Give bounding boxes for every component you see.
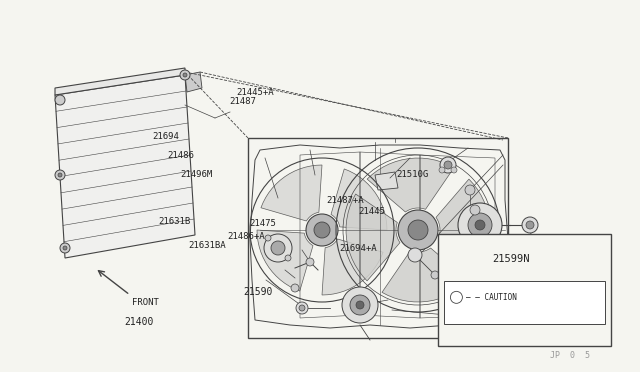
Circle shape <box>526 221 534 229</box>
Polygon shape <box>322 239 383 295</box>
Circle shape <box>285 255 291 261</box>
Circle shape <box>470 205 480 215</box>
Text: 21496M: 21496M <box>180 170 212 179</box>
Circle shape <box>444 161 452 169</box>
Circle shape <box>55 95 65 105</box>
Circle shape <box>451 167 457 173</box>
Circle shape <box>484 316 496 328</box>
Polygon shape <box>367 158 454 212</box>
Circle shape <box>58 173 62 177</box>
Text: 21486+A: 21486+A <box>227 232 265 241</box>
Circle shape <box>350 295 370 315</box>
Circle shape <box>398 210 438 250</box>
Polygon shape <box>55 75 195 258</box>
Text: 21475: 21475 <box>250 219 276 228</box>
Circle shape <box>431 271 439 279</box>
Polygon shape <box>331 169 387 230</box>
Text: JP  0  5: JP 0 5 <box>550 350 590 359</box>
Text: 21487+A: 21487+A <box>326 196 364 205</box>
Polygon shape <box>261 165 322 221</box>
Circle shape <box>183 73 187 77</box>
Polygon shape <box>185 72 202 92</box>
Circle shape <box>458 203 502 247</box>
Circle shape <box>63 246 67 250</box>
Circle shape <box>60 243 70 253</box>
Text: 21510G: 21510G <box>397 170 429 179</box>
Text: 21400: 21400 <box>125 317 154 327</box>
Circle shape <box>296 302 308 314</box>
Text: 21445: 21445 <box>358 207 385 216</box>
Text: 21694+A: 21694+A <box>339 244 377 253</box>
Circle shape <box>306 258 314 266</box>
Text: 21631B: 21631B <box>159 217 191 226</box>
Circle shape <box>342 287 378 323</box>
Text: 21445+A: 21445+A <box>237 88 275 97</box>
Circle shape <box>314 222 330 238</box>
Circle shape <box>468 213 492 237</box>
Bar <box>438 234 611 346</box>
Text: 21599N: 21599N <box>492 254 530 264</box>
Circle shape <box>440 157 456 173</box>
Circle shape <box>356 301 364 309</box>
Polygon shape <box>382 248 469 302</box>
Bar <box>248 138 508 338</box>
Circle shape <box>475 220 485 230</box>
Polygon shape <box>346 194 400 281</box>
Bar <box>444 281 605 324</box>
Circle shape <box>291 284 299 292</box>
Circle shape <box>408 248 422 262</box>
Polygon shape <box>375 172 398 190</box>
Circle shape <box>465 185 475 195</box>
Polygon shape <box>257 230 313 291</box>
Circle shape <box>522 217 538 233</box>
Polygon shape <box>436 179 490 266</box>
Circle shape <box>264 234 292 262</box>
Text: 21694: 21694 <box>152 132 179 141</box>
Text: 21631BA: 21631BA <box>189 241 227 250</box>
Text: FRONT: FRONT <box>132 298 159 307</box>
Polygon shape <box>55 68 185 95</box>
Text: 21590: 21590 <box>243 287 273 297</box>
Text: 21487: 21487 <box>229 97 256 106</box>
Circle shape <box>180 70 190 80</box>
Circle shape <box>439 167 445 173</box>
Circle shape <box>306 214 338 246</box>
Circle shape <box>55 170 65 180</box>
Circle shape <box>408 220 428 240</box>
Text: — — CAUTION: — — CAUTION <box>467 293 517 302</box>
Circle shape <box>299 305 305 311</box>
Circle shape <box>271 241 285 255</box>
Circle shape <box>265 235 271 241</box>
Text: 21486: 21486 <box>168 151 195 160</box>
